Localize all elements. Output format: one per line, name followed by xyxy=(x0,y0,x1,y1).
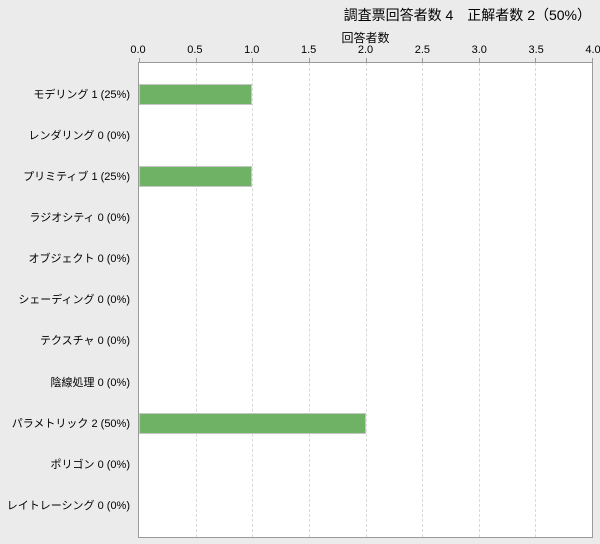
x-axis-tick-label: 1.0 xyxy=(244,44,260,56)
x-axis-tick-label: 0.5 xyxy=(187,44,203,56)
x-axis-tick-mark xyxy=(535,58,537,62)
category-label: モデリング 1 (25%) xyxy=(33,88,130,101)
x-axis-tick-mark xyxy=(139,58,140,62)
x-axis-tick-label: 4.0 xyxy=(585,44,600,56)
x-axis-tick-label: 2.5 xyxy=(414,44,431,56)
x-axis-tick-label: 3.5 xyxy=(528,44,544,56)
category-label: パラメトリック 2 (50%) xyxy=(11,417,130,430)
gridline xyxy=(252,63,254,537)
category-label: レンダリング 0 (0%) xyxy=(28,129,130,142)
x-axis-tick-label: 1.5 xyxy=(300,44,317,56)
bar-8 xyxy=(139,413,366,435)
x-axis-tick-mark xyxy=(308,58,310,62)
category-label: オブジェクト 0 (0%) xyxy=(28,253,130,266)
category-label: テクスチャ 0 (0%) xyxy=(39,335,130,348)
gridline xyxy=(422,63,424,537)
x-axis-tick-mark xyxy=(195,58,197,62)
category-label: プリミティブ 1 (25%) xyxy=(23,170,130,183)
x-axis-tick-label: 0.0 xyxy=(130,44,146,56)
category-label: ポリゴン 0 (0%) xyxy=(50,458,130,471)
gridline xyxy=(308,63,310,537)
x-axis-tick-label: 3.0 xyxy=(471,44,487,56)
bar-2 xyxy=(139,166,253,188)
x-axis-title: 回答者数 xyxy=(341,31,390,45)
x-axis-tick-mark xyxy=(252,58,254,62)
category-label: シェーディング 0 (0%) xyxy=(18,294,130,307)
gridline xyxy=(195,63,197,537)
gridline xyxy=(478,63,480,537)
gridline xyxy=(365,63,367,537)
category-label: レイトレーシング 0 (0%) xyxy=(6,500,130,512)
x-axis-tick-label: 2.0 xyxy=(357,44,374,56)
category-label: 陰線処理 0 (0%) xyxy=(50,376,130,389)
x-axis-tick-mark xyxy=(365,58,367,62)
x-axis-tick-mark xyxy=(422,58,424,62)
y-axis-category-labels: モデリング 1 (25%) レンダリング 0 (0%) プリミティブ 1 (25%)… xyxy=(0,0,130,544)
chart-title: 調査票回答者数 4 正解者数 2（50%） xyxy=(343,7,591,23)
bar-0 xyxy=(139,84,253,105)
x-axis-tick-mark xyxy=(592,58,593,62)
x-axis-tick-mark xyxy=(478,58,480,62)
category-label: ラジオシティ 0 (0%) xyxy=(29,211,130,224)
gridline xyxy=(535,63,537,537)
plot-area xyxy=(138,58,593,538)
